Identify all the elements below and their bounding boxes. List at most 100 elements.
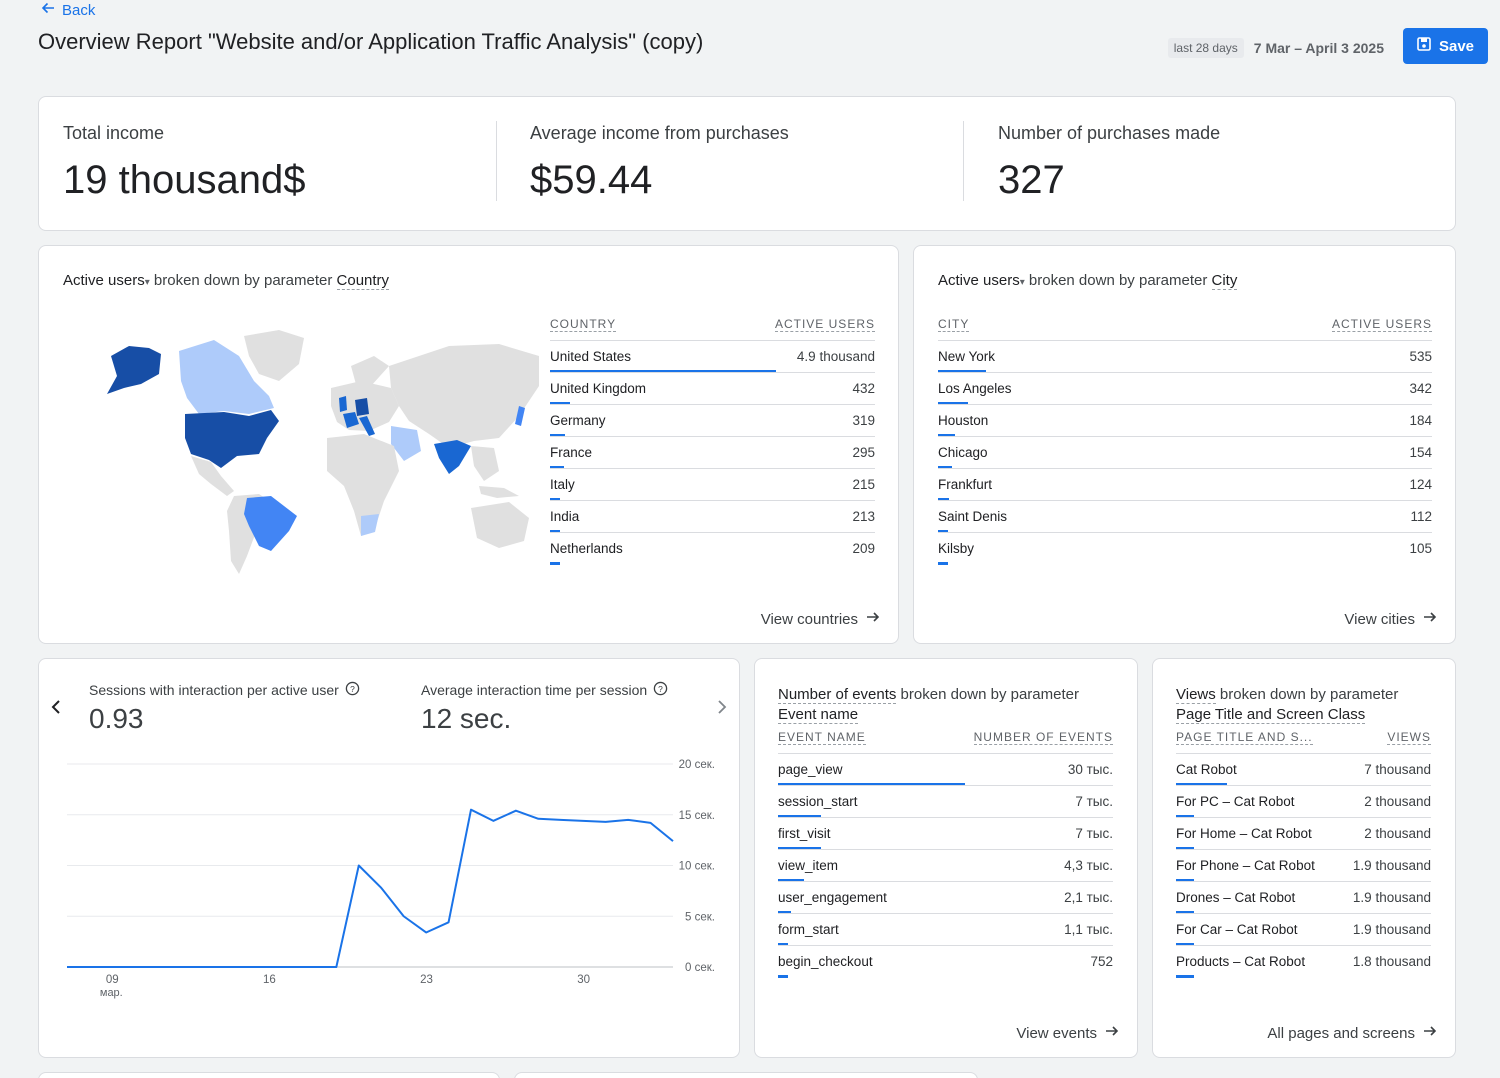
row-value: 213 bbox=[852, 509, 875, 524]
row-value: 2 thousand bbox=[1364, 794, 1431, 809]
row-bar bbox=[1176, 943, 1194, 946]
row-value: 7 thousand bbox=[1364, 762, 1431, 777]
table-row[interactable]: user_engagement 2,1 тыс. bbox=[778, 881, 1113, 914]
row-label: session_start bbox=[778, 794, 858, 809]
table-row[interactable]: first_visit 7 тыс. bbox=[778, 817, 1113, 850]
table-row[interactable]: Drones – Cat Robot 1.9 thousand bbox=[1176, 881, 1431, 914]
dimension-selector[interactable]: Country bbox=[336, 272, 390, 290]
row-value: 184 bbox=[1409, 413, 1432, 428]
help-circle-icon[interactable]: ? bbox=[653, 681, 668, 699]
next-card-partial bbox=[514, 1072, 978, 1078]
map-canada bbox=[179, 340, 274, 414]
table-row[interactable]: Houston 184 bbox=[938, 404, 1432, 437]
kpi-purchases[interactable]: Number of purchases made 327 bbox=[998, 97, 1220, 230]
table-row[interactable]: Cat Robot 7 thousand bbox=[1176, 753, 1431, 786]
col-city[interactable]: CITY bbox=[938, 317, 970, 332]
table-row[interactable]: New York 535 bbox=[938, 340, 1432, 373]
metric-selector[interactable]: Active users▾ bbox=[938, 272, 1025, 289]
table-row[interactable]: Kilsby 105 bbox=[938, 532, 1432, 565]
metric-selector[interactable]: Active users▾ bbox=[63, 272, 150, 289]
table-row[interactable]: India 213 bbox=[550, 500, 875, 533]
row-value: 535 bbox=[1409, 349, 1432, 364]
row-bar bbox=[778, 783, 965, 786]
row-value: 30 тыс. bbox=[1067, 762, 1113, 777]
map-japan bbox=[515, 406, 525, 426]
row-bar bbox=[938, 530, 949, 533]
table-row[interactable]: Frankfurt 124 bbox=[938, 468, 1432, 501]
map-uk bbox=[339, 396, 347, 412]
col-page-title[interactable]: PAGE TITLE AND S... bbox=[1176, 730, 1313, 745]
back-link[interactable]: Back bbox=[40, 0, 95, 20]
row-label: United States bbox=[550, 349, 632, 364]
chevron-left-icon[interactable] bbox=[49, 699, 65, 720]
col-country[interactable]: COUNTRY bbox=[550, 317, 617, 332]
table-row[interactable]: Germany 319 bbox=[550, 404, 875, 437]
dimension-selector[interactable]: Event name bbox=[778, 706, 859, 724]
save-button[interactable]: Save bbox=[1403, 28, 1488, 64]
view-countries-link[interactable]: View countries bbox=[761, 610, 880, 628]
page-title: Overview Report "Website and/or Applicat… bbox=[38, 29, 704, 54]
row-label: Kilsby bbox=[938, 541, 975, 556]
table-row[interactable]: For PC – Cat Robot 2 thousand bbox=[1176, 785, 1431, 818]
interaction-time-chart[interactable]: 0 сек. 5 сек. 10 сек. 15 сек. 20 сек. 09 16 23 3… bbox=[39, 754, 739, 1014]
date-range-picker[interactable]: last 28 days 7 Mar – April 3 2025 bbox=[1167, 38, 1384, 58]
metric-selector[interactable]: Number of events bbox=[778, 686, 897, 704]
table-row[interactable]: United Kingdom 432 bbox=[550, 372, 875, 405]
world-map[interactable] bbox=[99, 326, 544, 576]
save-label: Save bbox=[1438, 37, 1475, 55]
col-number-of-events[interactable]: NUMBER OF EVENTS bbox=[973, 730, 1113, 745]
row-label: Chicago bbox=[938, 445, 988, 460]
map-africa bbox=[327, 434, 399, 536]
table-row[interactable]: Los Angeles 342 bbox=[938, 372, 1432, 405]
view-events-link[interactable]: View events bbox=[1016, 1024, 1119, 1042]
dimension-selector[interactable]: City bbox=[1211, 272, 1238, 290]
table-row[interactable]: For Home – Cat Robot 2 thousand bbox=[1176, 817, 1431, 850]
dimension-selector[interactable]: Page Title and Screen Class bbox=[1176, 706, 1366, 724]
y-tick-label: 10 сек. bbox=[679, 861, 715, 873]
table-row[interactable]: For Phone – Cat Robot 1.9 thousand bbox=[1176, 849, 1431, 882]
metric-sessions-per-user[interactable]: Sessions with interaction per active use… bbox=[89, 681, 360, 735]
table-row[interactable]: session_start 7 тыс. bbox=[778, 785, 1113, 818]
map-australia bbox=[471, 502, 529, 548]
col-active-users[interactable]: ACTIVE USERS bbox=[774, 317, 875, 332]
row-label: Netherlands bbox=[550, 541, 623, 556]
metric-selector[interactable]: Views bbox=[1176, 686, 1216, 704]
map-india bbox=[434, 440, 471, 474]
map-se-asia bbox=[471, 446, 499, 481]
row-bar bbox=[1176, 847, 1194, 850]
table-row[interactable]: Chicago 154 bbox=[938, 436, 1432, 469]
table-row[interactable]: Products – Cat Robot 1.8 thousand bbox=[1176, 945, 1431, 978]
col-views[interactable]: VIEWS bbox=[1387, 730, 1431, 745]
kpi-value: 327 bbox=[998, 158, 1065, 202]
view-cities-link[interactable]: View cities bbox=[1344, 610, 1437, 628]
table-row[interactable]: France 295 bbox=[550, 436, 875, 469]
table-row[interactable]: Netherlands 209 bbox=[550, 532, 875, 565]
metric-avg-interaction-time[interactable]: Average interaction time per session? 12… bbox=[421, 681, 668, 735]
table-row[interactable]: United States 4.9 thousand bbox=[550, 340, 875, 373]
table-row[interactable]: view_item 4,3 тыс. bbox=[778, 849, 1113, 882]
svg-text:?: ? bbox=[658, 684, 663, 694]
row-bar bbox=[1176, 975, 1194, 978]
events-card: Number of events broken down by paramete… bbox=[754, 658, 1138, 1058]
kpi-total-income[interactable]: Total income 19 thousand$ bbox=[63, 97, 305, 230]
table-row[interactable]: Italy 215 bbox=[550, 468, 875, 501]
table-row[interactable]: page_view 30 тыс. bbox=[778, 753, 1113, 786]
table-row[interactable]: For Car – Cat Robot 1.9 thousand bbox=[1176, 913, 1431, 946]
map-middle-east bbox=[391, 426, 421, 461]
table-row[interactable]: begin_checkout 752 bbox=[778, 945, 1113, 978]
row-label: view_item bbox=[778, 858, 839, 873]
help-circle-icon[interactable]: ? bbox=[345, 681, 360, 699]
row-bar bbox=[938, 562, 948, 565]
col-active-users[interactable]: ACTIVE USERS bbox=[1331, 317, 1432, 332]
table-row[interactable]: Saint Denis 112 bbox=[938, 500, 1432, 533]
col-event-name[interactable]: EVENT NAME bbox=[778, 730, 866, 745]
row-bar bbox=[550, 562, 560, 565]
table-row[interactable]: form_start 1,1 тыс. bbox=[778, 913, 1113, 946]
kpi-value: 19 thousand$ bbox=[63, 158, 306, 202]
kpi-average-income[interactable]: Average income from purchases $59.44 bbox=[530, 97, 789, 230]
row-bar bbox=[550, 434, 565, 437]
all-pages-link[interactable]: All pages and screens bbox=[1267, 1024, 1437, 1042]
card-title: Active users▾ broken down by parameter C… bbox=[938, 272, 1238, 290]
row-value: 105 bbox=[1409, 541, 1432, 556]
chevron-right-icon[interactable] bbox=[713, 699, 729, 720]
